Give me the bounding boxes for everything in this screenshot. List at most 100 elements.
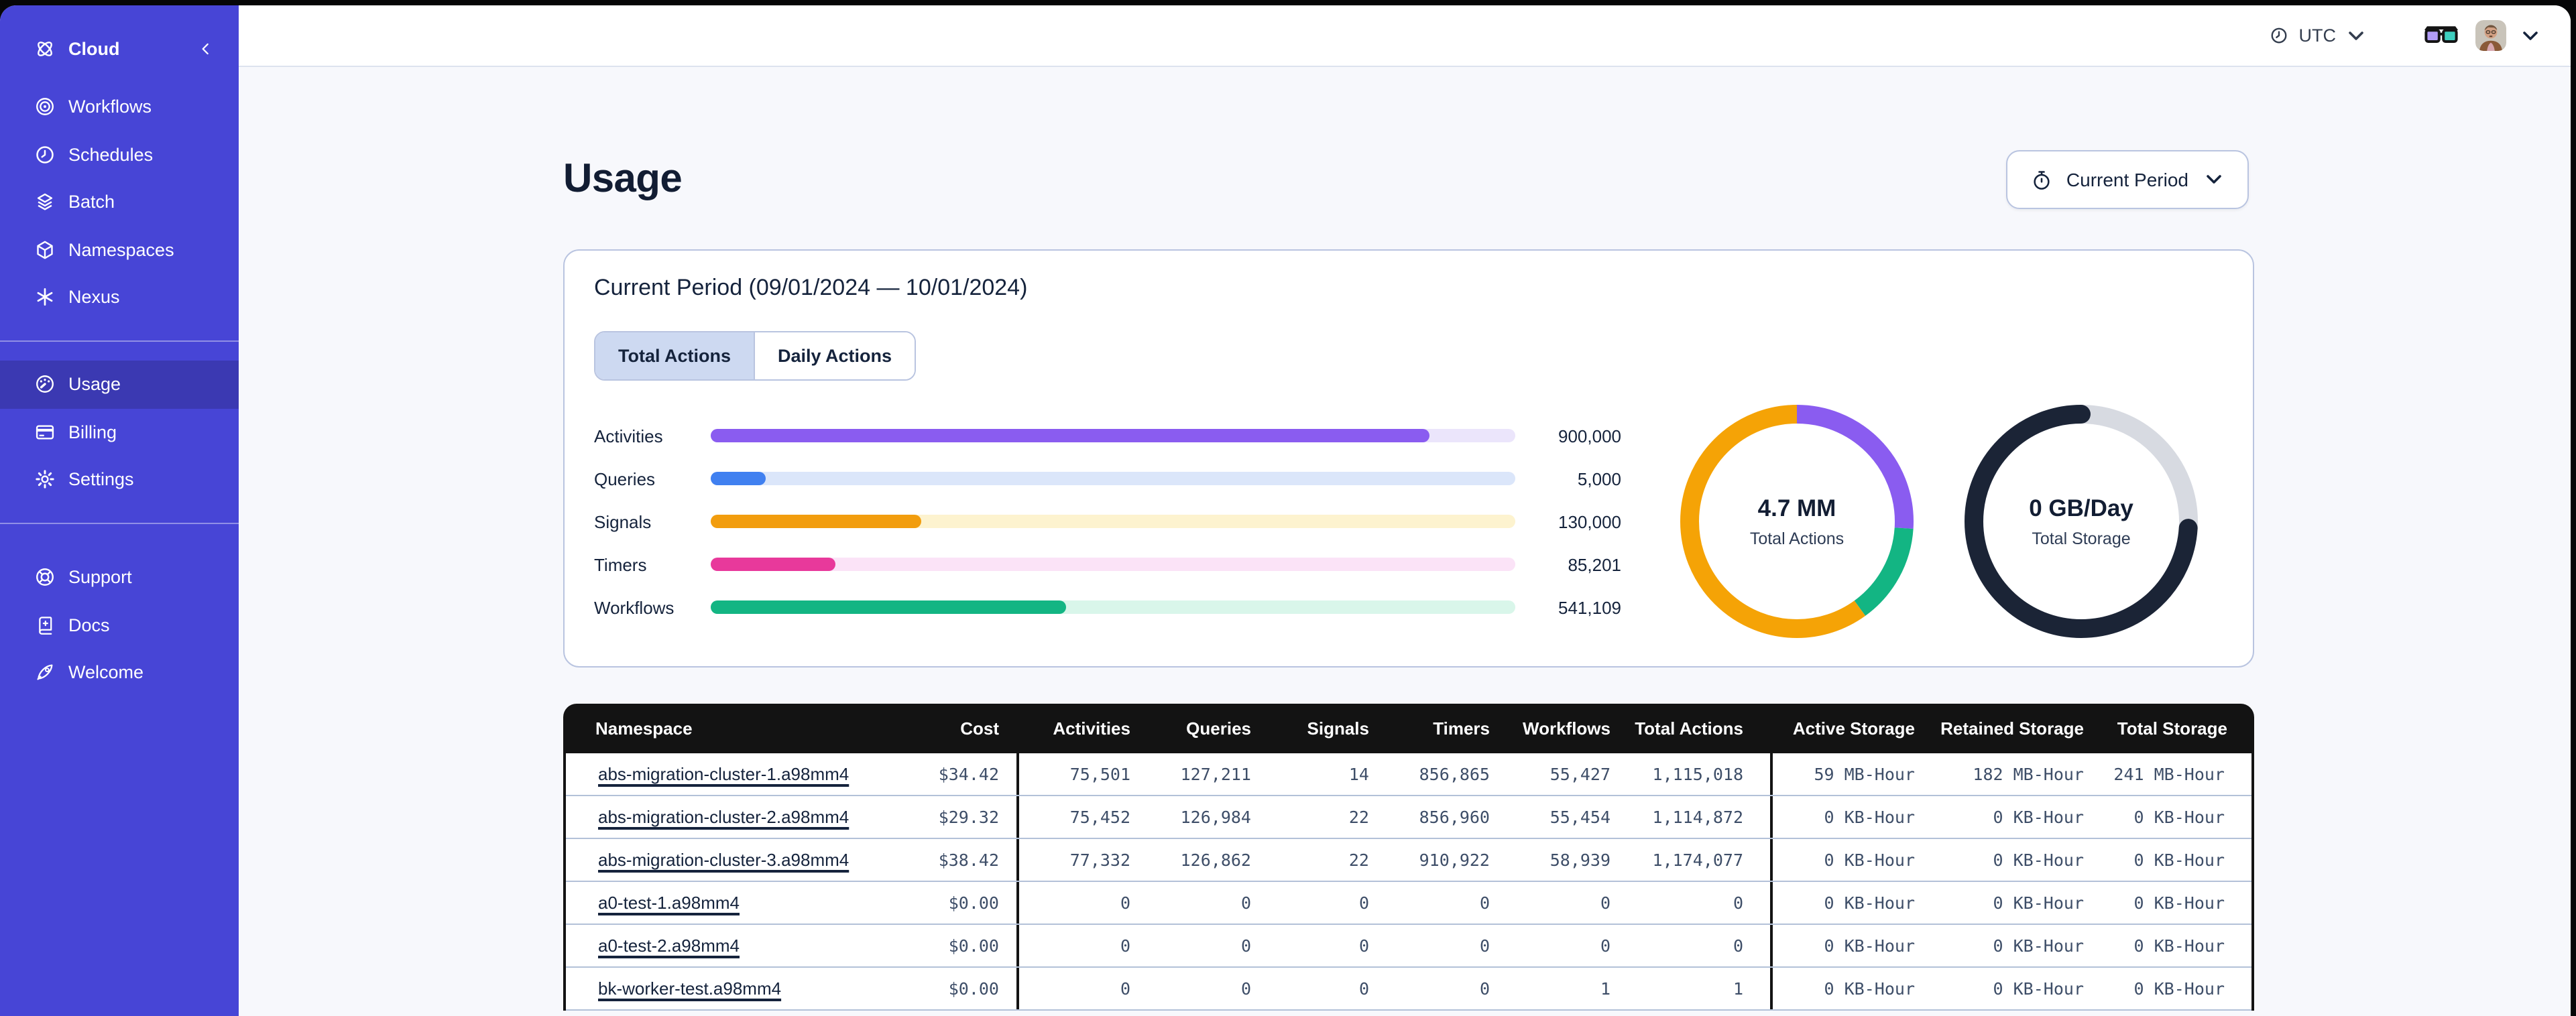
table-cell: 241 MB-Hour xyxy=(2113,764,2225,784)
theme-glasses-button[interactable] xyxy=(2423,24,2459,47)
bar-row-signals: Signals 130,000 xyxy=(594,507,1621,536)
table-cell: 0 xyxy=(1358,936,1369,956)
namespace-usage-table: Namespace Cost Activities Queries Signals Tim… xyxy=(563,704,2254,1011)
table-cell: 0 KB-Hour xyxy=(2133,850,2225,870)
welcome-icon xyxy=(34,661,56,684)
table-cell: 0 KB-Hour xyxy=(2133,978,2225,999)
namespace-link[interactable]: a0-test-1.a98mm4 xyxy=(598,893,740,913)
donut-segment-other-orange xyxy=(1680,405,1914,638)
bar-fill xyxy=(711,472,766,485)
namespace-cell: bk-worker-test.a98mm4 xyxy=(566,968,856,1009)
sidebar-item-docs[interactable]: Docs xyxy=(0,601,239,649)
sidebar-item-schedules[interactable]: Schedules xyxy=(0,131,239,178)
actions-bar-chart: Activities 900,000 Queries 5,000 Signals 130,… xyxy=(594,421,1621,622)
table-cell: $0.00 xyxy=(948,978,999,999)
sidebar-item-label: Nexus xyxy=(68,287,120,308)
donut-segment-storage-dark xyxy=(1965,405,2198,638)
sidebar-item-label: Usage xyxy=(68,374,121,395)
total-actions-donut-center: 4.7 MM Total Actions xyxy=(1679,403,1915,639)
table-cell: 0 KB-Hour xyxy=(1993,936,2084,956)
sidebar-nav-support: Support Docs Welcome xyxy=(0,554,239,696)
table-cell: 182 MB-Hour xyxy=(1973,764,2084,784)
namespaces-icon xyxy=(34,239,56,261)
bar-fill xyxy=(711,429,1430,442)
main-area: UTC Usage Current Period xyxy=(239,5,2571,1016)
timezone-selector[interactable]: UTC xyxy=(2268,24,2367,47)
sidebar-item-label: Batch xyxy=(68,192,115,212)
temporal-logo-icon xyxy=(34,37,56,60)
column-header-workflows: Workflows xyxy=(1523,718,1611,739)
sidebar-item-usage[interactable]: Usage xyxy=(0,361,239,408)
bar-track xyxy=(711,600,1515,614)
table-cell: 55,427 xyxy=(1549,764,1611,784)
workflows-icon xyxy=(34,96,56,119)
sidebar-item-support[interactable]: Support xyxy=(0,554,239,601)
sidebar-divider xyxy=(0,340,239,342)
table-cell: 0 KB-Hour xyxy=(2133,807,2225,827)
timezone-label: UTC xyxy=(2298,25,2337,46)
table-cell: $38.42 xyxy=(938,850,999,870)
column-header-timers: Timers xyxy=(1433,718,1490,739)
namespace-link[interactable]: abs-migration-cluster-3.a98mm4 xyxy=(598,850,850,870)
table-cell: 910,922 xyxy=(1419,850,1490,870)
table-cell: 58,939 xyxy=(1549,850,1611,870)
bar-value: 85,201 xyxy=(1568,554,1621,574)
sidebar-item-batch[interactable]: Batch xyxy=(0,178,239,226)
sidebar-item-label: Docs xyxy=(68,615,110,635)
table-cell: 127,211 xyxy=(1180,764,1251,784)
card-title: Current Period (09/01/2024 — 10/01/2024) xyxy=(594,275,1028,300)
table-cell: 0 xyxy=(1479,936,1490,956)
namespace-cell: a0-test-2.a98mm4 xyxy=(566,925,856,966)
donut-charts: 4.7 MM Total Actions 0 GB/Day Total Stor… xyxy=(1679,403,2199,639)
column-header-cost: Cost xyxy=(960,718,999,739)
stopwatch-icon xyxy=(2030,168,2053,191)
table-cell: 22 xyxy=(1348,807,1369,827)
column-header-total-actions: Total Actions xyxy=(1635,718,1743,739)
sidebar-item-workflows[interactable]: Workflows xyxy=(0,83,239,131)
user-menu[interactable] xyxy=(2475,20,2541,51)
bar-track xyxy=(711,429,1515,442)
table-cell: 0 KB-Hour xyxy=(1770,882,1931,924)
column-header-retained-storage: Retained Storage xyxy=(1940,718,2084,739)
column-header-signals: Signals xyxy=(1307,718,1370,739)
sidebar-title: Cloud xyxy=(68,38,120,58)
bar-fill xyxy=(711,600,1066,614)
topbar: UTC xyxy=(239,5,2571,67)
sidebar-nav-main: Workflows Schedules Batch Namespaces Nexus xyxy=(0,83,239,321)
chevron-down-icon xyxy=(2518,24,2541,47)
table-cell: 0 xyxy=(1733,893,1743,913)
tab-total-actions[interactable]: Total Actions xyxy=(595,332,754,379)
charts-row: Activities 900,000 Queries 5,000 Signals 130,… xyxy=(594,403,2223,639)
table-cell: 126,984 xyxy=(1180,807,1251,827)
table-cell: 0 xyxy=(1358,978,1369,999)
namespace-link[interactable]: a0-test-2.a98mm4 xyxy=(598,936,740,956)
table-cell: 0 KB-Hour xyxy=(1993,978,2084,999)
clock-icon xyxy=(2268,24,2291,47)
column-header-namespace: Namespace xyxy=(595,718,693,739)
table-cell: 0 xyxy=(1240,936,1251,956)
sidebar-item-label: Support xyxy=(68,567,132,588)
table-cell: 22 xyxy=(1348,850,1369,870)
table-row: abs-migration-cluster-2.a98mm4 $29.32 75,4… xyxy=(566,796,2251,839)
period-selector-button[interactable]: Current Period xyxy=(2005,150,2249,209)
schedules-icon xyxy=(34,143,56,166)
table-cell: 1,114,872 xyxy=(1652,807,1743,827)
namespace-link[interactable]: abs-migration-cluster-1.a98mm4 xyxy=(598,764,850,784)
sidebar-item-namespaces[interactable]: Namespaces xyxy=(0,226,239,273)
table-cell: 0 xyxy=(1479,893,1490,913)
billing-icon xyxy=(34,421,56,444)
sidebar-item-nexus[interactable]: Nexus xyxy=(0,273,239,321)
table-row: a0-test-2.a98mm4 $0.00 0 0 0 0 0 0 0 KB-Hour 0 KB… xyxy=(566,925,2251,968)
column-header-queries: Queries xyxy=(1186,718,1251,739)
sidebar-item-billing[interactable]: Billing xyxy=(0,408,239,456)
namespace-link[interactable]: abs-migration-cluster-2.a98mm4 xyxy=(598,807,850,827)
sidebar-item-welcome[interactable]: Welcome xyxy=(0,649,239,696)
docs-icon xyxy=(34,614,56,637)
table-cell: 0 KB-Hour xyxy=(1993,893,2084,913)
tab-daily-actions[interactable]: Daily Actions xyxy=(754,332,915,379)
sidebar-item-settings[interactable]: Settings xyxy=(0,456,239,503)
table-cell: $29.32 xyxy=(938,807,999,827)
sidebar-collapse-button[interactable] xyxy=(194,37,217,60)
namespace-link[interactable]: bk-worker-test.a98mm4 xyxy=(598,978,782,999)
table-cell: 0 xyxy=(1016,968,1147,1009)
